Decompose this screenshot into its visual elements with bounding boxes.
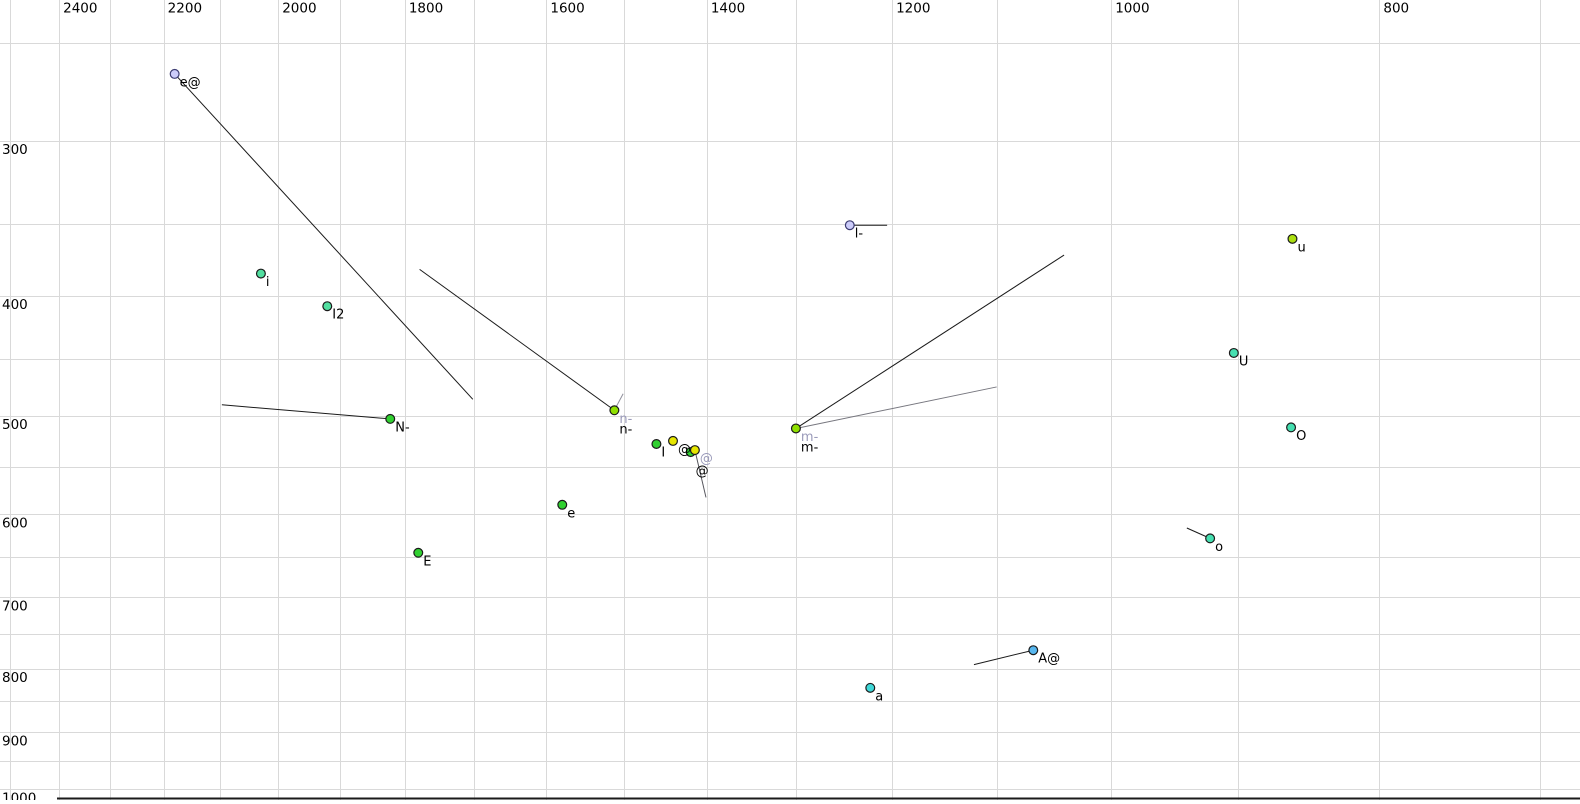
point-label-at_3: @ xyxy=(700,452,713,467)
x-tick-label: 1400 xyxy=(711,1,745,17)
x-tick-label: 1200 xyxy=(896,1,930,17)
y-tick-label: 800 xyxy=(2,670,28,686)
point-label-m-: m- xyxy=(801,430,819,445)
trajectory-line-N- xyxy=(221,404,391,420)
y-tick-label: 1000 xyxy=(2,790,36,800)
point-label-U: U xyxy=(1239,354,1249,369)
point-label-n-: n- xyxy=(619,422,632,437)
point-e_at[interactable] xyxy=(169,68,180,79)
point-n-[interactable] xyxy=(609,405,620,416)
point-label-u: u xyxy=(1297,240,1305,255)
point-label-I2: I2 xyxy=(332,308,344,323)
point-label-A_at: A@ xyxy=(1038,652,1060,667)
point-E[interactable] xyxy=(413,547,424,558)
point-label-E: E xyxy=(423,554,431,569)
trajectory-lines xyxy=(174,73,1211,666)
x-tick-label: 1600 xyxy=(550,1,584,17)
trajectory-line-A_at xyxy=(973,649,1034,666)
trajectory-line-m- xyxy=(795,254,1065,429)
trajectory-line-e_at xyxy=(174,73,474,400)
point-label-O: O xyxy=(1296,429,1306,444)
point-label-at_1: @ xyxy=(678,442,691,457)
data-points xyxy=(169,68,1298,693)
point-a[interactable] xyxy=(865,682,876,693)
point-o[interactable] xyxy=(1205,533,1216,544)
point-I[interactable] xyxy=(651,438,662,449)
point-U[interactable] xyxy=(1228,347,1239,358)
x-tick-label: 1800 xyxy=(409,1,443,17)
x-tick-label: 2400 xyxy=(63,1,97,17)
trajectory-line-at_3 xyxy=(694,449,707,498)
point-label-a: a xyxy=(875,689,883,704)
point-l-[interactable] xyxy=(844,220,855,231)
point-m-[interactable] xyxy=(790,423,801,434)
point-O[interactable] xyxy=(1286,422,1297,433)
y-tick-label: 300 xyxy=(2,142,28,158)
point-label-l-: l- xyxy=(855,227,864,242)
x-tick-label: 2200 xyxy=(168,1,202,17)
x-tick-label: 1000 xyxy=(1115,1,1149,17)
point-at_1[interactable] xyxy=(667,435,678,446)
x-tick-label: 2000 xyxy=(282,1,316,17)
axis-tick-labels: 2400 2200 2000 1800 1600 1400 1200 1000 800 300 40… xyxy=(2,1,1409,804)
point-i[interactable] xyxy=(255,268,266,279)
y-tick-label: 600 xyxy=(2,515,28,531)
point-A_at[interactable] xyxy=(1028,645,1039,656)
point-label-m-: m- xyxy=(801,440,819,455)
point-label-e: e xyxy=(567,506,575,521)
point-label-e_at: e@ xyxy=(180,75,201,90)
trajectory-line-n- xyxy=(419,268,615,411)
x-tick-label: 800 xyxy=(1383,1,1409,17)
y-tick-label: 500 xyxy=(2,417,28,433)
y-tick-label: 400 xyxy=(2,297,28,313)
point-label-n-: n- xyxy=(619,412,632,427)
point-label-o: o xyxy=(1215,540,1223,555)
point-label-N-: N- xyxy=(395,420,410,435)
trajectory-line-m- xyxy=(795,386,997,429)
point-e[interactable] xyxy=(557,499,568,510)
point-label-at_2: @ xyxy=(696,464,709,479)
y-tick-label: 700 xyxy=(2,598,28,614)
y-tick-label: 900 xyxy=(2,734,28,750)
point-label-I: I xyxy=(661,445,665,460)
point-label-i: i xyxy=(266,275,270,290)
point-u[interactable] xyxy=(1287,233,1298,244)
point-N-[interactable] xyxy=(385,413,396,424)
point-I2[interactable] xyxy=(322,301,333,312)
point-at_3[interactable] xyxy=(689,445,700,456)
